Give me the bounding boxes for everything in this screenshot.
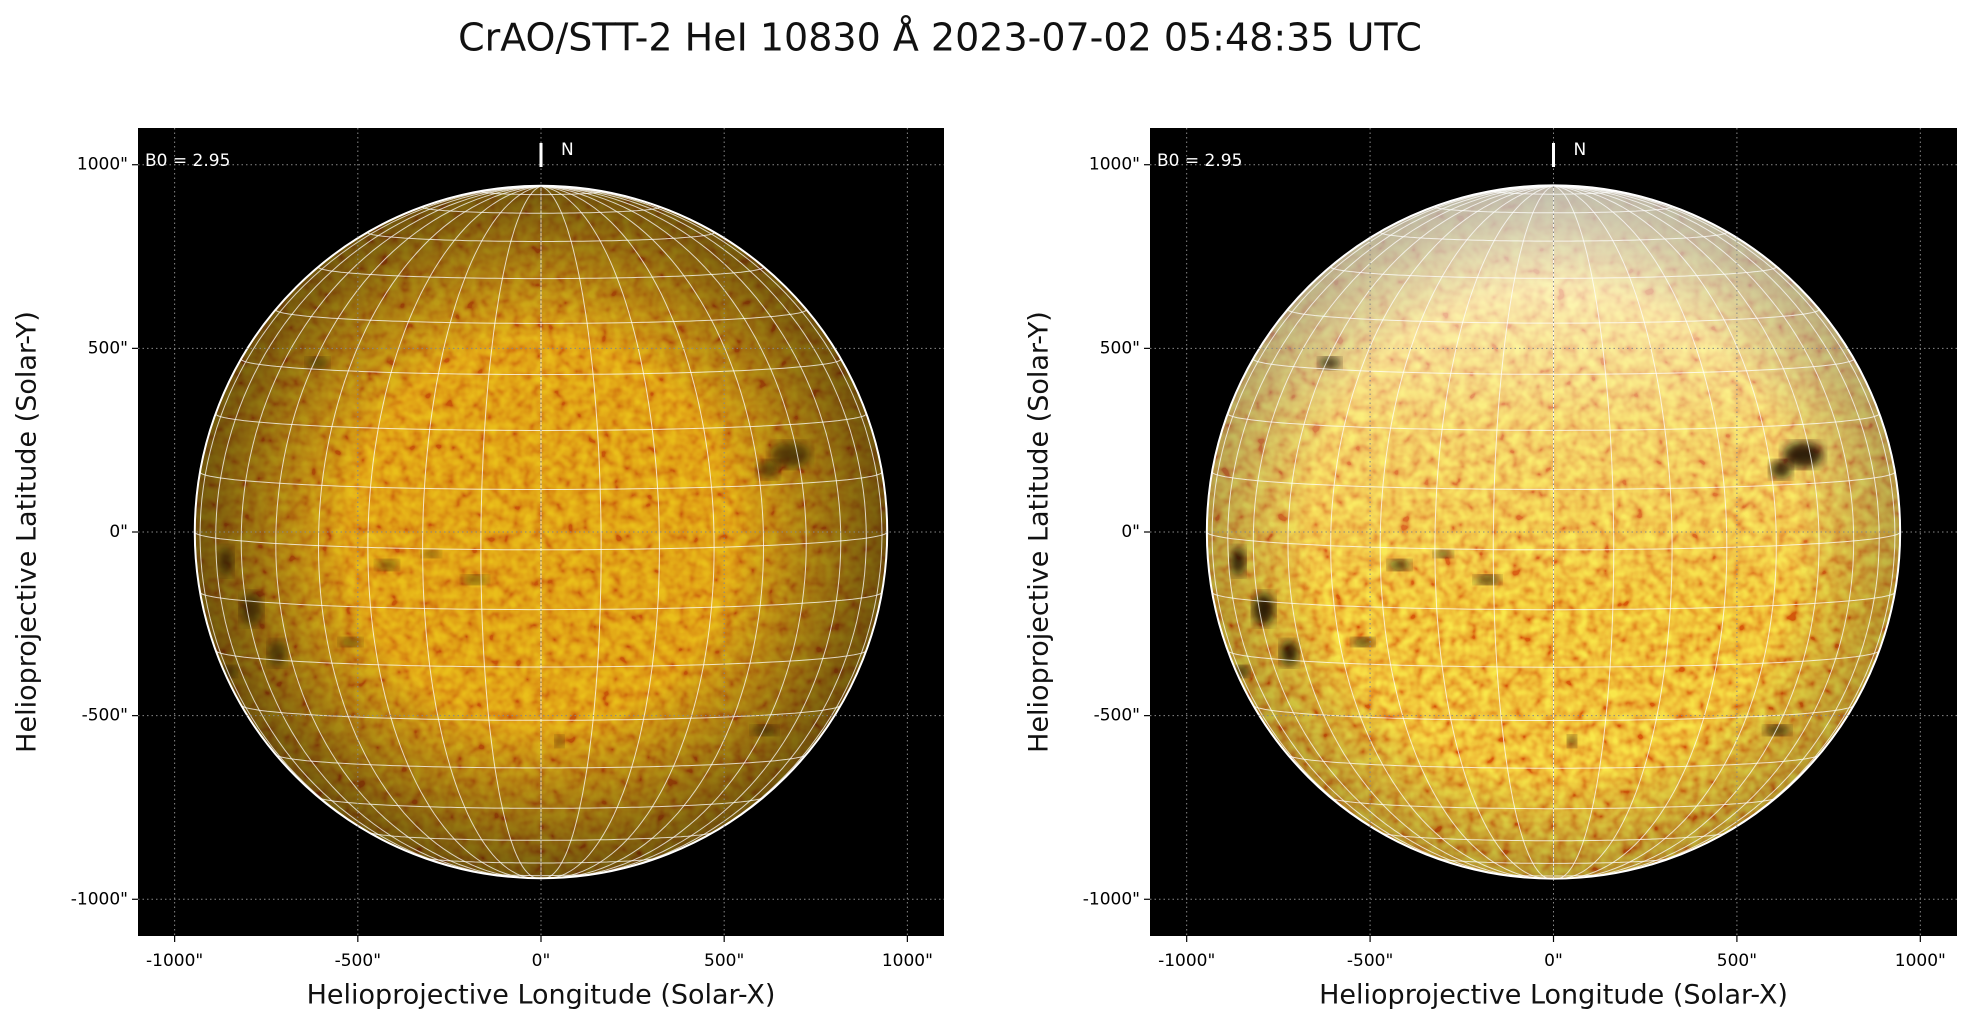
heliographic-grid bbox=[1330, 185, 1554, 879]
heliographic-grid bbox=[1206, 531, 1901, 551]
b0-label: B0 = 2.95 bbox=[1157, 151, 1242, 171]
x-tick-label: -1000" bbox=[1158, 951, 1215, 971]
heliographic-grid bbox=[540, 185, 715, 879]
x-tick-label: -500" bbox=[335, 951, 381, 971]
y-tick-label: 500" bbox=[1100, 338, 1140, 358]
heliographic-grid bbox=[240, 185, 542, 878]
heliographic-grid bbox=[1253, 705, 1854, 721]
heliographic-grid bbox=[540, 185, 883, 863]
panel: -1000" -500" 0" 500" 1000" -1000" -500" 0" 500" 1… bbox=[1024, 128, 1957, 1011]
heliographic-grid bbox=[240, 358, 842, 376]
x-tick-label: -1000" bbox=[146, 951, 203, 971]
heliographic-grid bbox=[367, 185, 542, 879]
heliographic-grid bbox=[1287, 185, 1554, 878]
y-tick-label: 0" bbox=[1121, 522, 1140, 542]
limb bbox=[1205, 184, 1902, 880]
y-tick-label: -500" bbox=[82, 706, 128, 726]
y-axis-label: Helioprojective Latitude (Solar-Y) bbox=[12, 311, 43, 753]
heliographic-grid bbox=[317, 266, 765, 280]
panel: -1000" -500" 0" 500" 1000" -1000" -500" 0" 500" 1… bbox=[12, 128, 944, 1011]
heliographic-grid bbox=[1492, 189, 1615, 195]
heliographic-grid bbox=[540, 185, 842, 878]
y-tick-label: -500" bbox=[1094, 706, 1140, 726]
heliographic-grid bbox=[215, 185, 542, 875]
y-tick-label: 1000" bbox=[77, 155, 128, 175]
heliographic-grid bbox=[317, 185, 542, 879]
y-tick-label: 0" bbox=[109, 522, 128, 542]
heliographic-grid bbox=[540, 185, 660, 879]
heliographic-grid bbox=[1380, 832, 1727, 842]
heliographic-grid bbox=[1553, 185, 1673, 879]
heliographic-grid bbox=[1330, 266, 1777, 279]
heliographic-grid bbox=[1227, 185, 1554, 875]
heliographic-grid bbox=[1379, 185, 1554, 879]
heliographic-grid bbox=[199, 185, 542, 863]
x-tick-label: 0" bbox=[532, 951, 551, 971]
heliographic-grid bbox=[1553, 185, 1880, 875]
heliographic-grid bbox=[1434, 185, 1554, 879]
heliographic-grid bbox=[422, 205, 660, 214]
x-axis-label: Helioprojective Longitude (Solar-X) bbox=[307, 980, 776, 1011]
x-tick-label: 1000" bbox=[882, 951, 933, 971]
heliographic-grid bbox=[540, 185, 807, 878]
heliographic-grid bbox=[540, 185, 602, 879]
figure-title: CrAO/STT-2 HeI 10830 Å 2023-07-02 05:48:… bbox=[458, 16, 1422, 60]
x-tick-label: 500" bbox=[704, 951, 744, 971]
heliographic-grid bbox=[480, 190, 602, 196]
x-tick-label: -500" bbox=[1347, 951, 1393, 971]
heliographic-grid bbox=[1553, 185, 1820, 878]
heliographic-grid bbox=[1211, 185, 1554, 863]
north-label: N bbox=[1574, 140, 1587, 160]
heliographic-grid bbox=[1553, 185, 1855, 878]
heliographic-grid bbox=[1287, 308, 1820, 324]
heliographic-grid bbox=[1553, 185, 1615, 880]
heliographic-grid bbox=[194, 531, 888, 551]
heliographic-grid bbox=[275, 185, 542, 878]
b0-label: B0 = 2.95 bbox=[145, 151, 230, 171]
x-tick-label: 1000" bbox=[1895, 951, 1946, 971]
heliographic-grid bbox=[275, 309, 807, 324]
x-tick-label: 500" bbox=[1717, 951, 1757, 971]
heliographic-grid bbox=[241, 705, 841, 721]
heliographic-grid bbox=[1436, 857, 1671, 864]
heliographic-grid bbox=[1252, 358, 1855, 375]
y-tick-label: -1000" bbox=[1083, 889, 1140, 909]
heliographic-grid bbox=[1227, 650, 1880, 668]
heliographic-grid bbox=[422, 185, 542, 879]
heliographic-grid bbox=[1553, 185, 1777, 879]
heliographic-grid bbox=[1492, 185, 1554, 880]
heliographic-grid bbox=[480, 185, 542, 879]
heliographic-grid bbox=[1553, 185, 1728, 879]
heliographic-grid bbox=[1252, 185, 1554, 878]
y-tick-label: 500" bbox=[88, 338, 128, 358]
y-tick-label: 1000" bbox=[1089, 155, 1140, 175]
x-tick-label: 0" bbox=[1544, 951, 1563, 971]
y-tick-label: -1000" bbox=[71, 889, 128, 909]
north-label: N bbox=[561, 140, 574, 160]
heliographic-grid bbox=[215, 650, 867, 668]
heliographic-grid bbox=[540, 185, 867, 875]
x-axis-label: Helioprojective Longitude (Solar-X) bbox=[1319, 980, 1788, 1011]
heliographic-grid bbox=[1434, 205, 1673, 214]
heliographic-grid bbox=[1553, 185, 1896, 863]
y-axis-label: Helioprojective Latitude (Solar-Y) bbox=[1024, 311, 1055, 753]
heliographic-grid bbox=[540, 185, 765, 879]
limb bbox=[193, 184, 889, 880]
